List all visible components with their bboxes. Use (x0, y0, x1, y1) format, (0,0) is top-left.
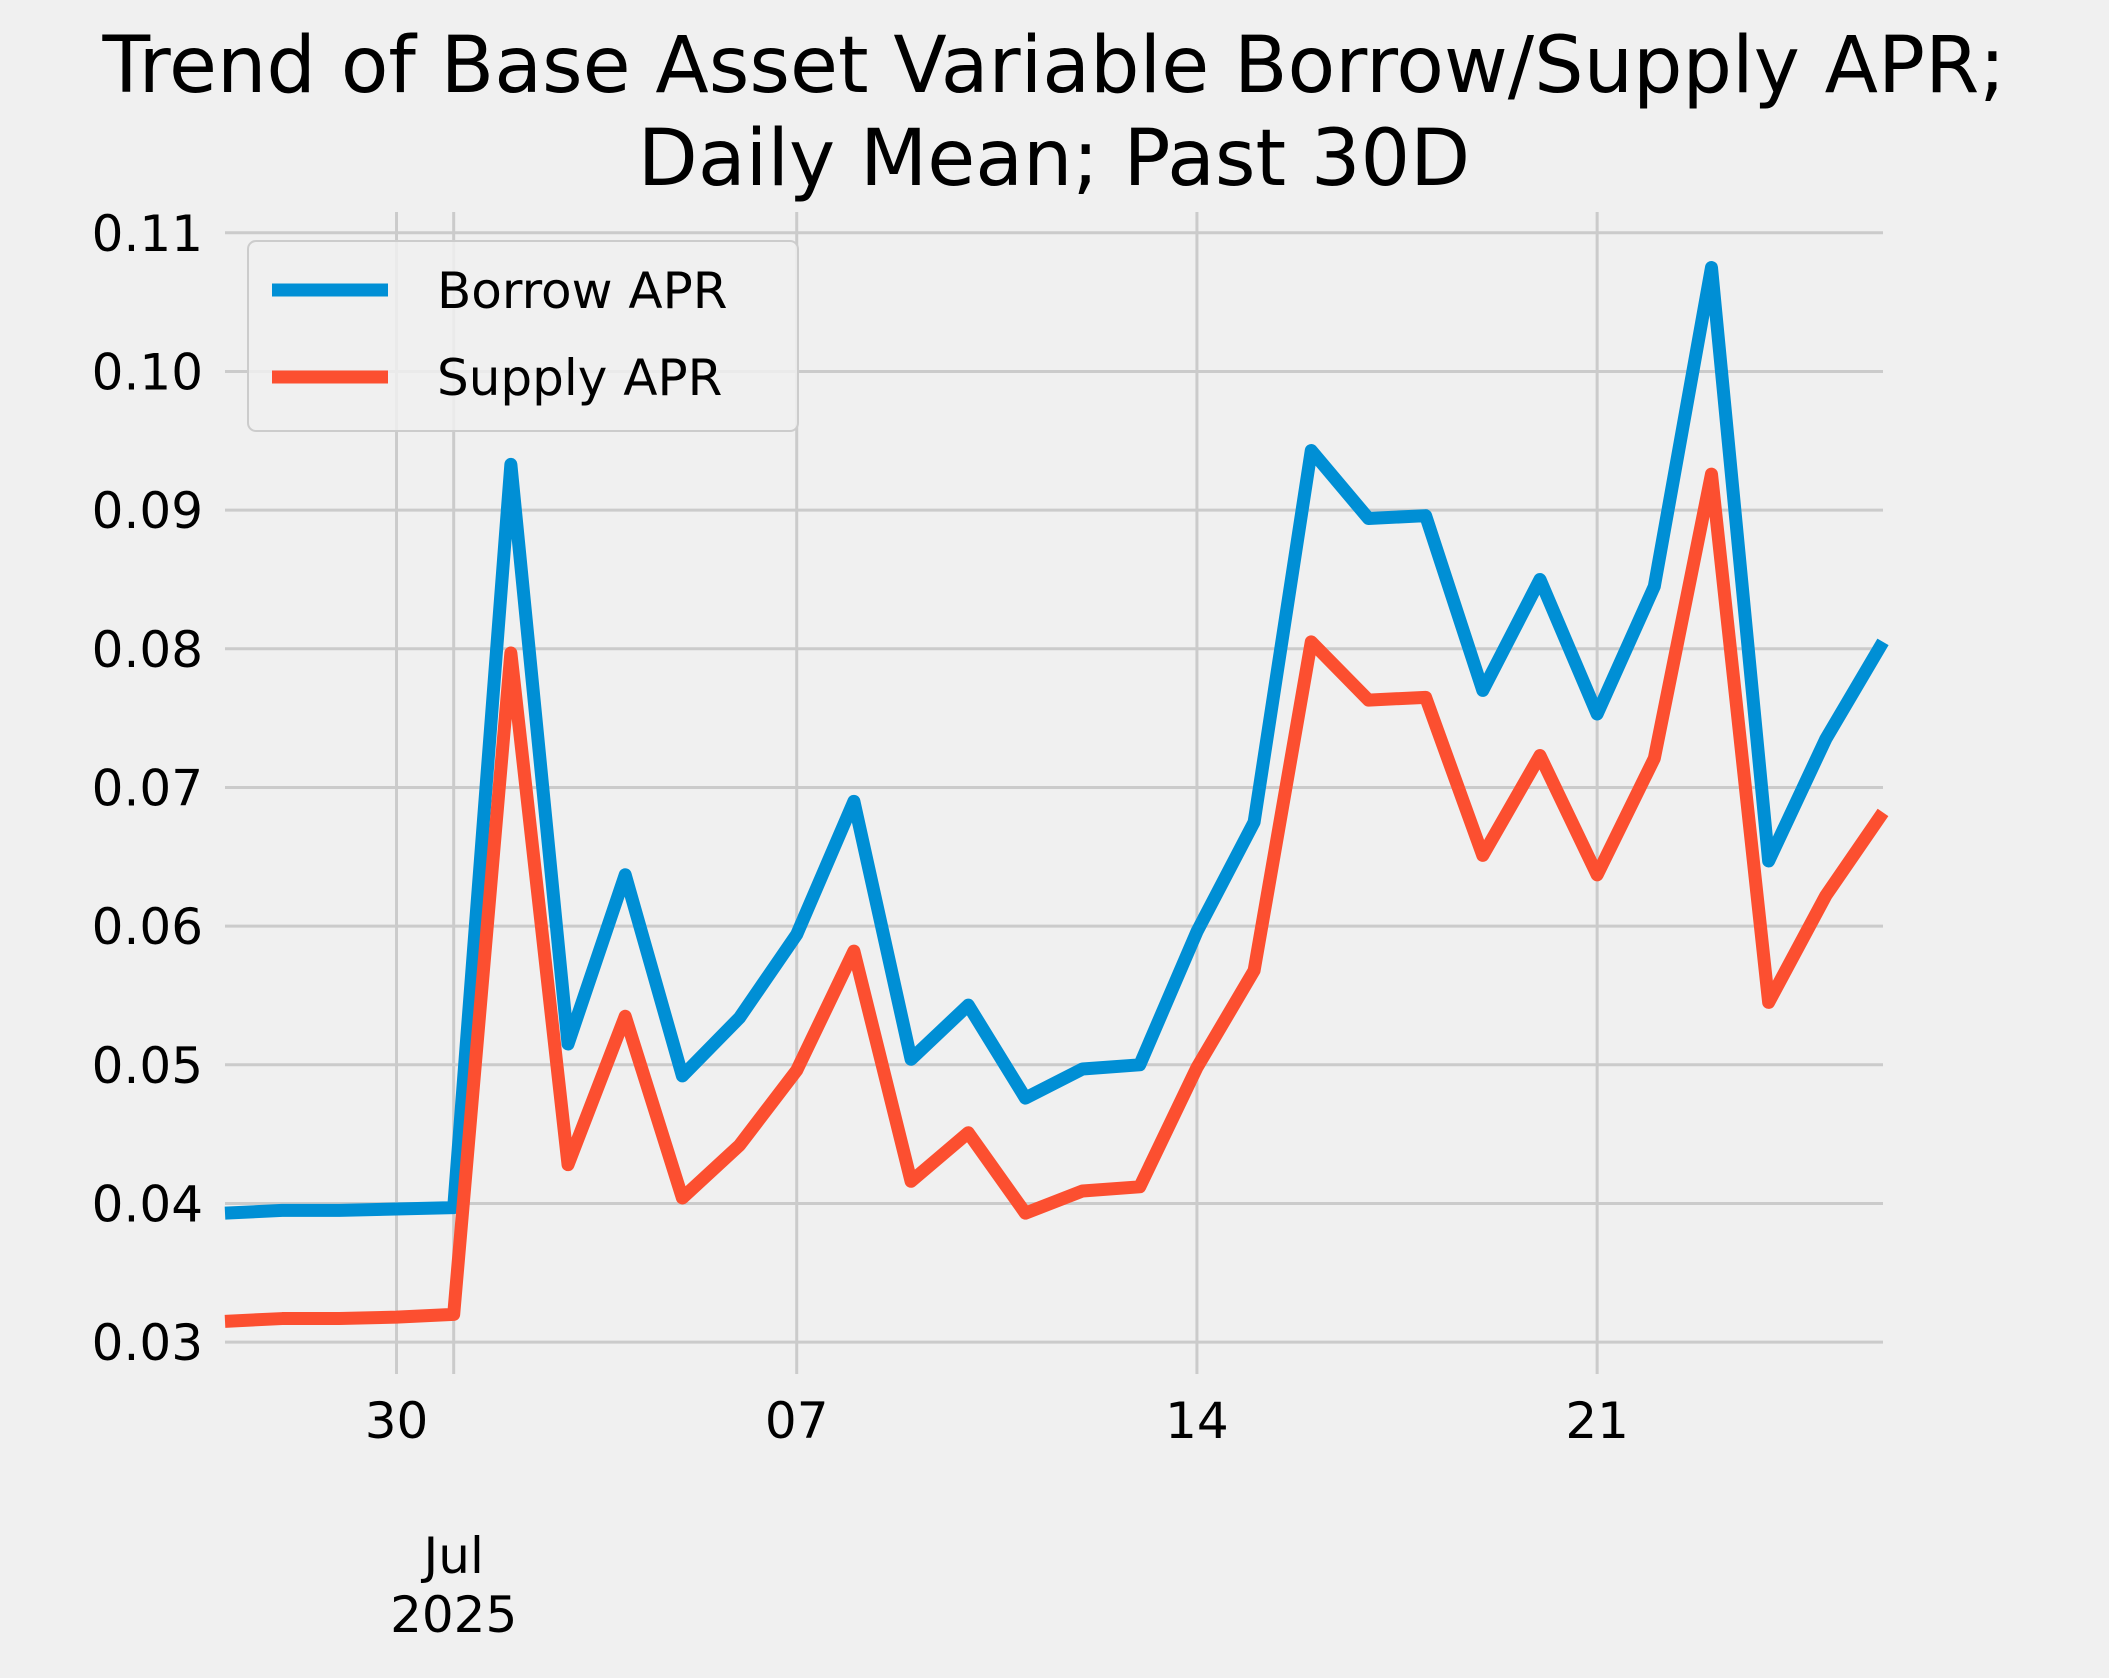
y-tick-label: 0.10 (92, 343, 203, 401)
chart-title: Trend of Base Asset Variable Borrow/Supp… (101, 21, 2005, 204)
y-tick-label: 0.07 (92, 759, 203, 817)
chart-title-line-2: Daily Mean; Past 30D (638, 114, 1470, 204)
y-axis: 0.03 0.04 0.05 0.06 0.07 0.08 0.09 0.10 0.11 (92, 205, 203, 1372)
y-tick-label: 0.03 (92, 1314, 203, 1372)
x-tick-sublabel: 2025 (390, 1586, 517, 1644)
series-line-supply-apr (224, 467, 1889, 1328)
y-tick-label: 0.11 (92, 205, 203, 263)
legend-label: Supply APR (437, 349, 722, 407)
y-tick-label: 0.08 (92, 621, 203, 679)
y-tick-label: 0.09 (92, 482, 203, 540)
series-line-borrow-apr (224, 260, 1889, 1220)
y-tick-label: 0.05 (92, 1037, 203, 1095)
x-tick-label: 30 (365, 1392, 429, 1450)
series-lines (224, 260, 1889, 1328)
x-tick-label: 21 (1565, 1392, 1629, 1450)
chart-title-line-1: Trend of Base Asset Variable Borrow/Supp… (101, 21, 2005, 111)
y-tick-label: 0.06 (92, 898, 203, 956)
legend: Borrow APR Supply APR (247, 240, 799, 432)
y-tick-label: 0.04 (92, 1175, 203, 1233)
x-tick-label: 07 (765, 1392, 829, 1450)
x-tick-label: 14 (1165, 1392, 1229, 1450)
x-tick-sublabel: Jul (421, 1527, 484, 1585)
legend-label: Borrow APR (437, 262, 728, 320)
